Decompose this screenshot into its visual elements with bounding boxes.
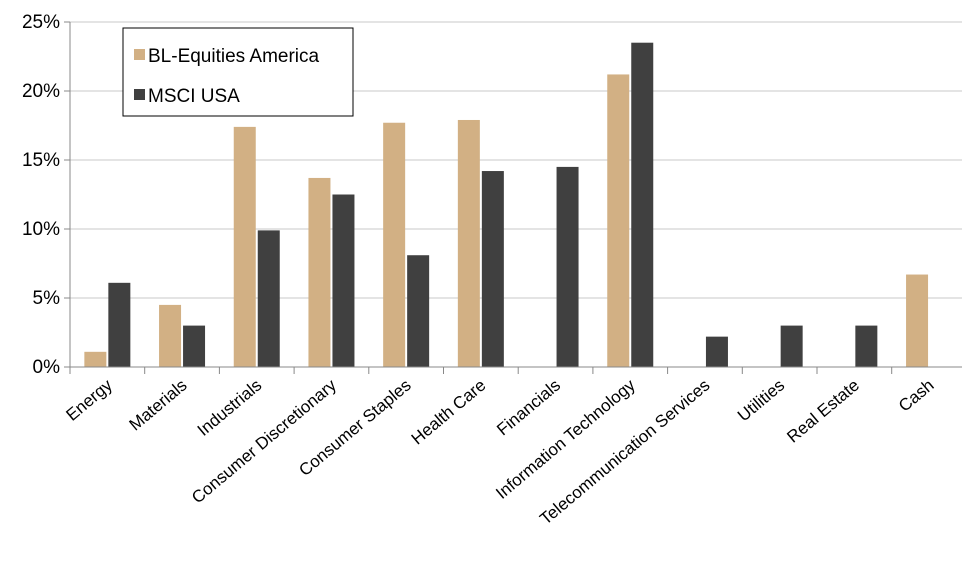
legend-swatch-bl-equities-america bbox=[134, 49, 145, 60]
x-tick-label: Health Care bbox=[408, 376, 490, 449]
x-tick-label: Information Technology bbox=[492, 375, 639, 503]
bar-msci-usa bbox=[481, 171, 504, 367]
bar-msci-usa bbox=[257, 230, 280, 367]
y-tick-label: 5% bbox=[33, 288, 61, 309]
x-tick-label: Energy bbox=[62, 375, 116, 424]
bar-msci-usa bbox=[631, 42, 654, 367]
bar-bl-equities-america bbox=[84, 351, 107, 367]
bar-bl-equities-america bbox=[607, 74, 630, 367]
x-tick-label: Real Estate bbox=[783, 376, 863, 447]
bar-msci-usa bbox=[556, 166, 579, 367]
y-tick-label: 20% bbox=[22, 81, 60, 102]
x-tick-label: Industrials bbox=[194, 376, 266, 440]
bar-bl-equities-america bbox=[159, 304, 182, 367]
y-tick-label: 10% bbox=[22, 219, 60, 240]
x-tick-label: Cash bbox=[895, 376, 938, 416]
legend-label-msci-usa: MSCI USA bbox=[148, 86, 240, 107]
bar-bl-equities-america bbox=[308, 177, 331, 367]
x-tick-label: Financials bbox=[493, 376, 564, 440]
bar-msci-usa bbox=[332, 194, 355, 367]
legend-swatch-msci-usa bbox=[134, 89, 145, 100]
bar-bl-equities-america bbox=[233, 126, 256, 367]
legend-label-bl-equities-america: BL-Equities America bbox=[148, 46, 320, 67]
x-tick-label: Consumer Discretionary bbox=[188, 375, 340, 507]
bar-bl-equities-america bbox=[457, 119, 480, 367]
bar-msci-usa bbox=[183, 325, 206, 367]
y-tick-label: 15% bbox=[22, 150, 60, 171]
x-tick-label: Utilities bbox=[734, 376, 788, 426]
bar-msci-usa bbox=[407, 255, 430, 367]
legend-box bbox=[122, 27, 354, 117]
bar-bl-equities-america bbox=[383, 122, 406, 368]
y-tick-label: 25% bbox=[22, 12, 60, 33]
y-tick-label: 0% bbox=[33, 357, 61, 378]
bar-msci-usa bbox=[855, 325, 878, 367]
legend: BL-Equities America MSCI USA bbox=[122, 27, 354, 117]
x-tick-label: Materials bbox=[126, 376, 191, 435]
bar-msci-usa bbox=[705, 336, 728, 367]
bar-msci-usa bbox=[108, 282, 131, 367]
bar-bl-equities-america bbox=[906, 274, 929, 367]
bars bbox=[84, 42, 929, 368]
bar-msci-usa bbox=[780, 325, 803, 367]
